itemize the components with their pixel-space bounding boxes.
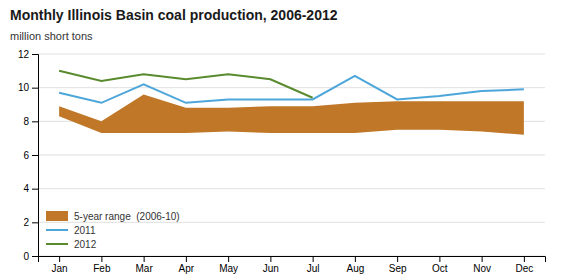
x-tick-mark (59, 256, 60, 262)
x-tick-mark (101, 256, 102, 262)
x-tick: Jan (52, 256, 68, 274)
legend-label: 2012 (74, 239, 97, 250)
y-tick-label: 12 (18, 49, 30, 60)
grid-line (38, 188, 545, 189)
y-tick-mark (32, 155, 38, 156)
y-tick-mark (32, 222, 38, 223)
series-line (59, 71, 313, 98)
legend-item: 2011 (46, 225, 96, 236)
y-axis-label: million short tons (10, 30, 93, 42)
x-tick-label: Nov (473, 263, 491, 274)
y-tick-mark (32, 256, 38, 257)
legend-swatch (46, 211, 68, 221)
x-tick: May (219, 256, 238, 274)
x-tick: Mar (136, 256, 154, 274)
x-tick-mark (313, 256, 314, 262)
y-tick: 2 (23, 217, 38, 228)
marks (59, 71, 524, 135)
y-axis-line (32, 55, 39, 257)
x-tick-mark (397, 256, 398, 262)
x-tick-label: Jun (263, 263, 279, 274)
legend-item: 2012 (46, 239, 97, 250)
x-tick-label: Feb (93, 263, 111, 274)
y-tick-mark (32, 88, 38, 89)
x-axis: Jan Feb Mar Apr May Jun Jul Aug Sep Oct Nov Dec (39, 256, 546, 274)
x-tick-mark (439, 256, 440, 262)
y-tick-mark (32, 54, 38, 55)
x-tick: Jun (263, 256, 279, 274)
x-tick: Apr (179, 256, 195, 274)
x-tick-mark (144, 256, 145, 262)
y-tick-mark (32, 189, 38, 190)
legend-label: 2011 (74, 225, 96, 236)
legend-swatch (46, 229, 68, 231)
legend-swatch (46, 243, 68, 245)
y-tick: 12 (18, 49, 38, 60)
x-tick-mark (270, 256, 271, 262)
x-tick-label: May (219, 263, 238, 274)
y-tick: 4 (23, 183, 38, 194)
x-tick: Aug (346, 256, 364, 274)
y-tick-label: 0 (23, 251, 29, 262)
x-tick-mark (482, 256, 483, 262)
x-tick-label: Mar (136, 263, 154, 274)
y-tick: 8 (23, 116, 38, 127)
legend-label: 5-year range (2006-10) (74, 211, 180, 222)
y-axis: 0 2 4 6 8 10 12 (18, 49, 39, 262)
grid-line (38, 155, 545, 156)
x-tick-label: Aug (346, 263, 364, 274)
x-tick-label: Oct (432, 263, 448, 274)
x-tick-mark (186, 256, 187, 262)
plot: 0 2 4 6 8 10 12 Jan Feb Mar Apr May Jun Jul Aug Sep Oct N… (18, 49, 546, 274)
x-tick-label: Jan (52, 263, 68, 274)
y-tick-label: 4 (23, 183, 29, 194)
x-tick: Sep (389, 256, 407, 274)
x-tick-mark (524, 256, 525, 262)
x-tick: Feb (93, 256, 111, 274)
legend: 5-year range (2006-10) 2011 2012 (46, 211, 180, 250)
x-tick: Dec (515, 256, 533, 274)
grid (38, 54, 545, 256)
grid-line (38, 54, 545, 55)
x-tick-mark (228, 256, 229, 262)
x-tick-label: Sep (389, 263, 407, 274)
legend-item: 5-year range (2006-10) (46, 211, 180, 222)
y-tick-label: 10 (18, 82, 30, 93)
x-tick-label: Jul (307, 263, 320, 274)
y-tick-label: 8 (23, 116, 29, 127)
y-tick-mark (32, 121, 38, 122)
x-tick-label: Dec (515, 263, 533, 274)
x-tick-mark (355, 256, 356, 262)
chart: Monthly Illinois Basin coal production, … (0, 0, 561, 280)
x-tick: Oct (432, 256, 448, 274)
x-axis-line (39, 257, 546, 263)
y-tick: 10 (18, 82, 38, 93)
x-tick: Nov (473, 256, 491, 274)
y-tick-label: 2 (23, 217, 29, 228)
x-tick: Jul (307, 256, 320, 274)
title: Monthly Illinois Basin coal production, … (10, 7, 338, 23)
y-tick-label: 6 (23, 150, 29, 161)
range-area (59, 94, 524, 134)
x-tick-label: Apr (179, 263, 195, 274)
y-tick: 6 (23, 150, 38, 161)
grid-line (38, 222, 545, 223)
y-tick: 0 (23, 251, 38, 262)
